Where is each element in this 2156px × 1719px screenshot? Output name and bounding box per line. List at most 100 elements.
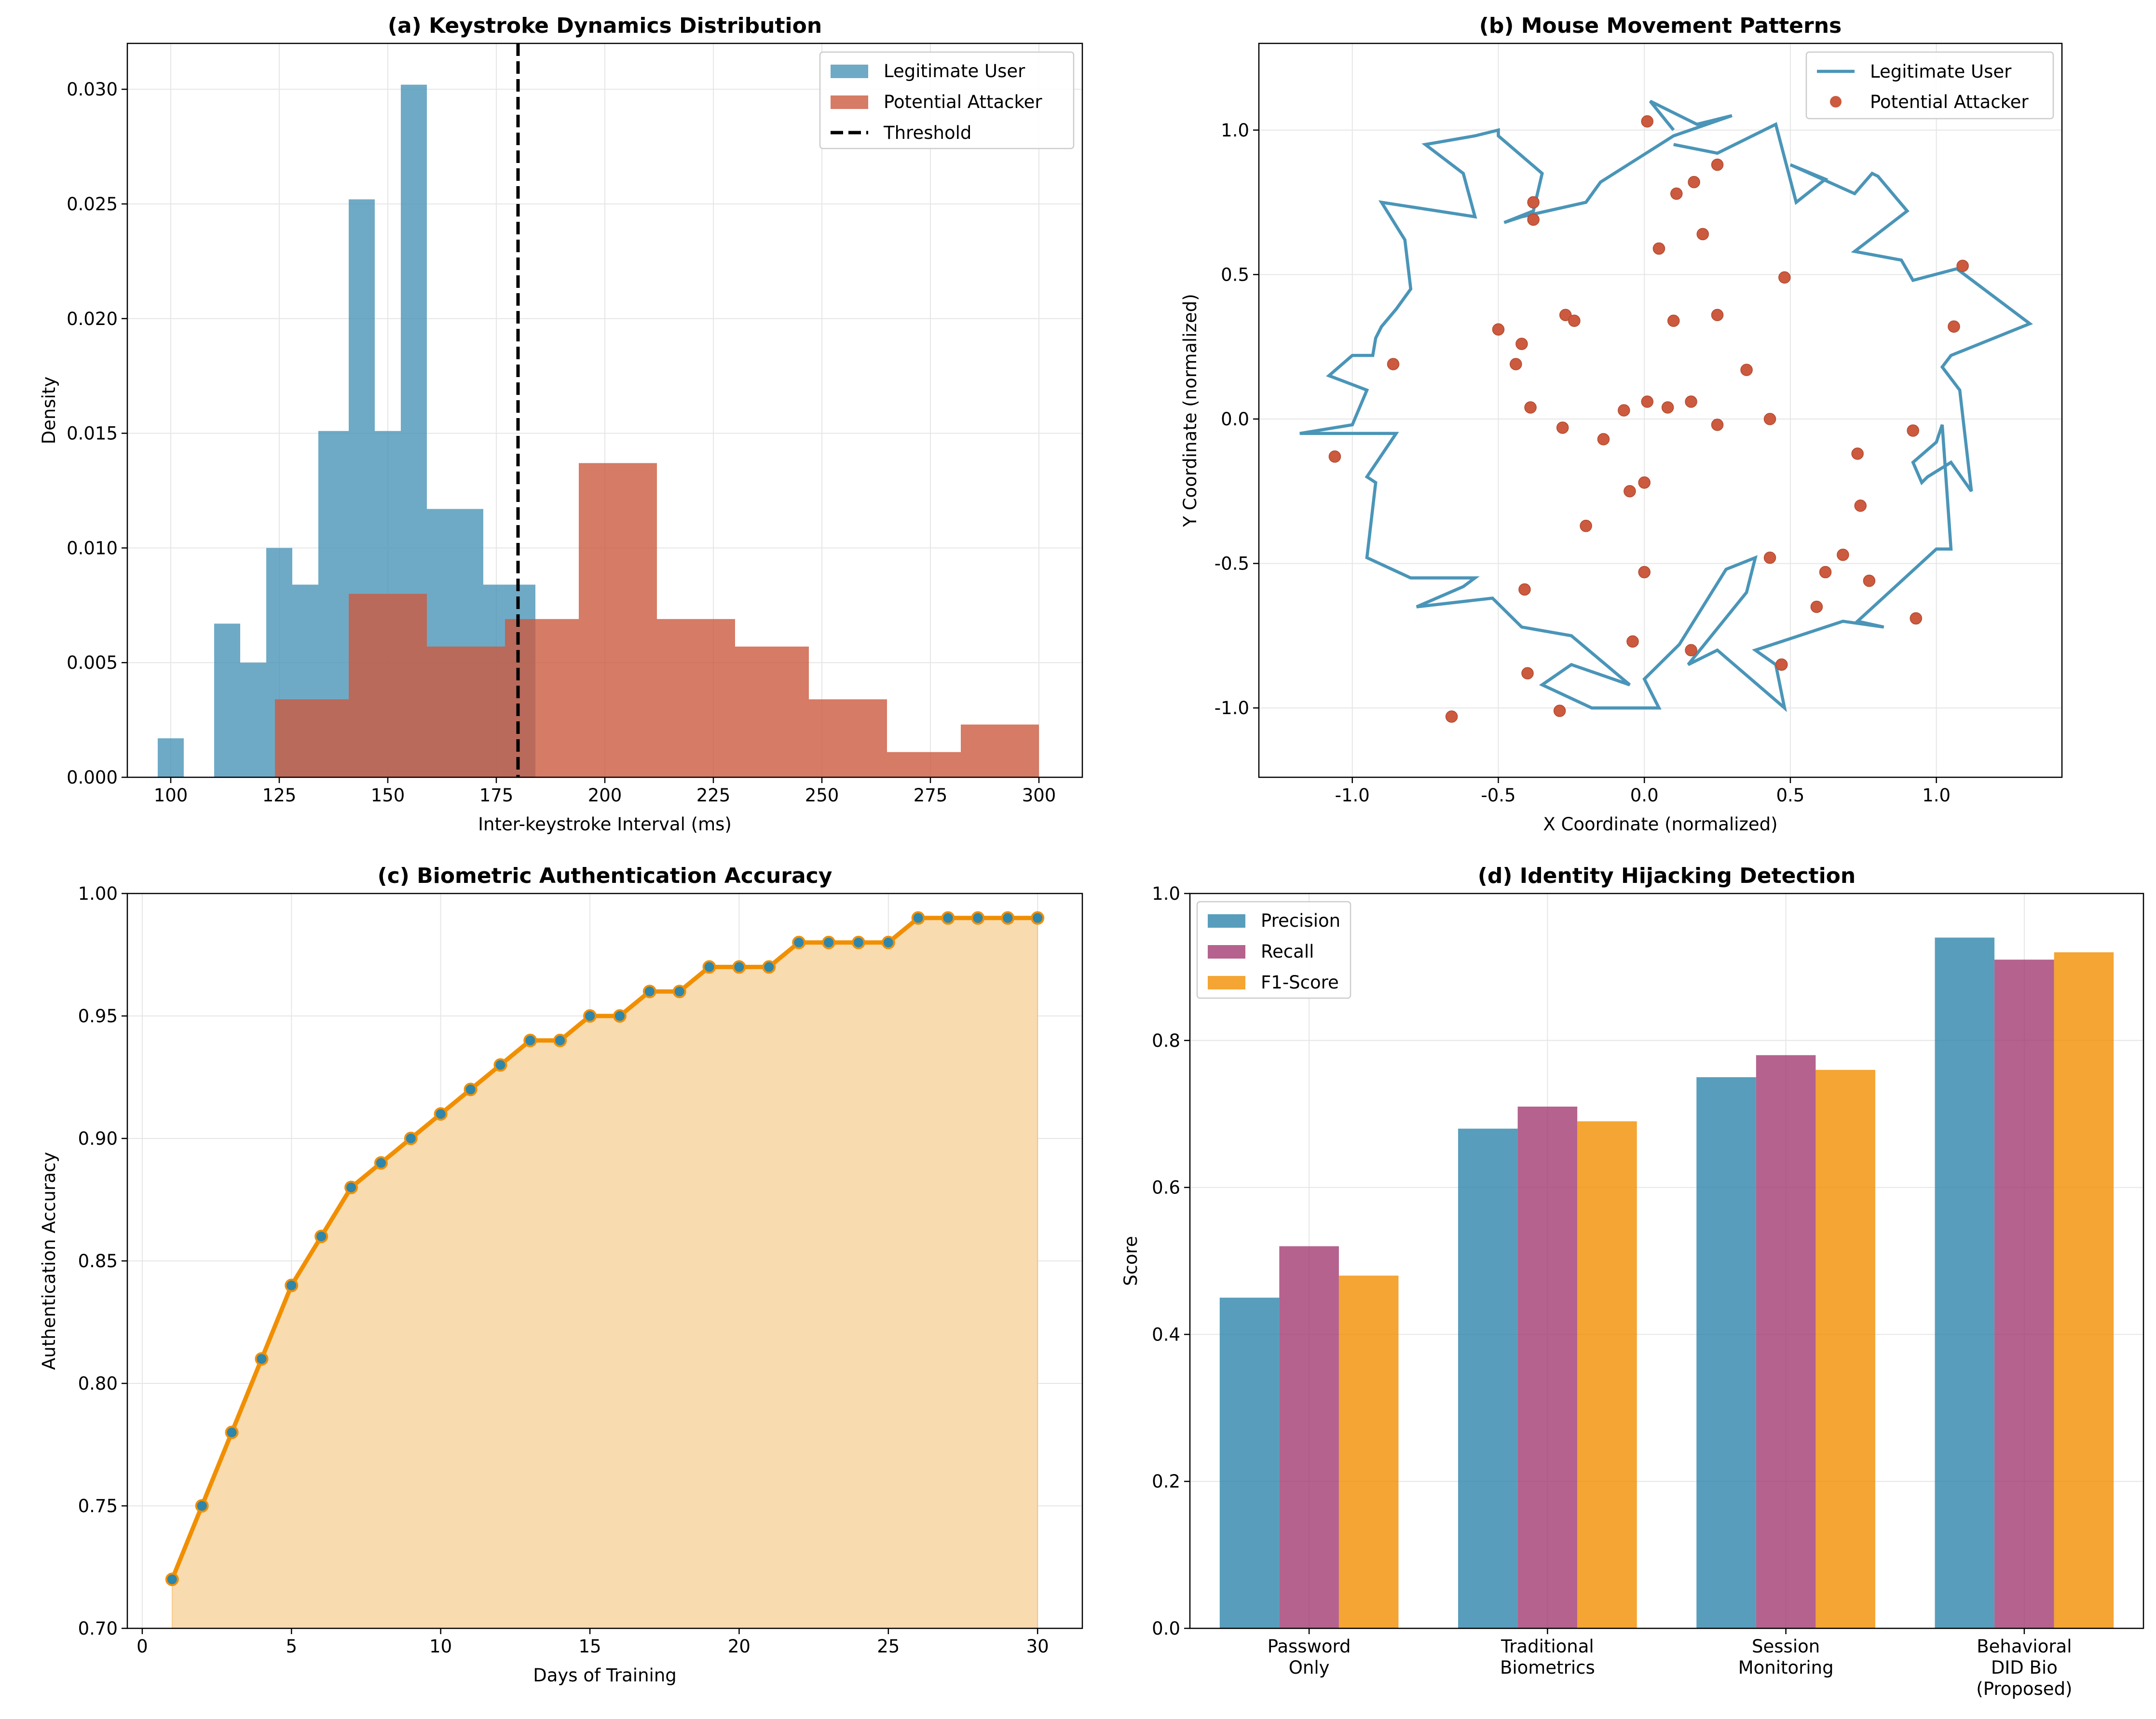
x-tick-label: Password Only [1268, 1636, 1351, 1678]
attacker-point [1956, 259, 1969, 272]
accuracy-point [195, 1499, 209, 1513]
accuracy-point [822, 935, 836, 949]
attacker-bar [961, 724, 1039, 777]
x-tick-label: 5 [286, 1636, 298, 1657]
x-tick-label: 300 [1022, 785, 1056, 806]
attacker-point [1624, 485, 1636, 498]
x-tick-label: -1.0 [1335, 785, 1370, 806]
x-tick-label-line: Session [1752, 1636, 1820, 1657]
accuracy-point [1031, 911, 1045, 925]
legend-label: Legitimate User [1870, 61, 2012, 82]
y-tick-label: 0.6 [1152, 1178, 1180, 1198]
y-tick-label: 0.025 [67, 194, 118, 215]
attacker-point [1641, 115, 1654, 128]
accuracy-point [732, 960, 746, 974]
x-axis-label: Inter-keystroke Interval (ms) [478, 814, 732, 835]
legend-swatch [1208, 914, 1245, 928]
accuracy-area [171, 917, 1038, 1629]
attacker-point [1740, 364, 1753, 376]
x-axis-label: X Coordinate (normalized) [1543, 814, 1777, 835]
attacker-point [1837, 548, 1849, 561]
accuracy-point [404, 1132, 418, 1145]
attacker-point [1597, 433, 1610, 446]
legit-mouse-path [1299, 99, 2033, 712]
attacker-point [1652, 242, 1665, 255]
x-tick-label: Behavioral DID Bio (Proposed) [1976, 1636, 2072, 1699]
y-tick-label: 0.000 [67, 767, 118, 788]
y-tick-label: 0.2 [1152, 1471, 1180, 1492]
attacker-point [1510, 358, 1522, 370]
attacker-point [1638, 566, 1651, 579]
legend-swatch [1208, 945, 1245, 959]
attacker-point [1618, 404, 1630, 417]
attacker-point [1521, 667, 1534, 680]
ticks: Password Only Traditional Biometrics Session… [1152, 883, 2072, 1699]
attacker-point [1685, 644, 1697, 657]
attacker-bar [579, 463, 657, 777]
y-tick-label: 0.95 [78, 1006, 118, 1027]
x-tick-label: 175 [479, 785, 514, 806]
x-tick-label: 125 [262, 785, 297, 806]
y-tick-label: 0.015 [67, 423, 118, 444]
attacker-point [1445, 710, 1458, 723]
accuracy-point [344, 1180, 358, 1194]
accuracy-point [762, 960, 776, 974]
histogram-bars [158, 84, 1039, 777]
attacker-point [1907, 424, 1919, 437]
y-tick-label: 1.00 [78, 883, 118, 904]
accuracy-point [881, 935, 895, 949]
attacker-point [1696, 228, 1709, 241]
accuracy-point [434, 1107, 448, 1121]
accuracy-point [374, 1156, 388, 1170]
panel-title: (a) Keystroke Dynamics Distribution [388, 14, 822, 38]
y-tick-label: 0.010 [67, 538, 118, 558]
attacker-point [1851, 447, 1864, 460]
x-tick-label-line: Behavioral [1977, 1636, 2072, 1657]
axes-frame [1258, 42, 2063, 778]
attacker-bar [505, 619, 579, 777]
attacker-point [1518, 583, 1531, 596]
precision-bar [1696, 1077, 1756, 1628]
y-tick-label: 0.020 [67, 309, 118, 329]
panel-title: (d) Identity Hijacking Detection [1478, 864, 1856, 888]
x-tick-label-line: (Proposed) [1976, 1678, 2072, 1699]
legend-swatch-attacker [1830, 96, 1842, 108]
legend-swatch [1208, 976, 1245, 989]
accuracy-point [523, 1033, 537, 1047]
f1-score-bar [1577, 1121, 1637, 1628]
y-tick-label: 0.85 [78, 1251, 118, 1272]
accuracy-point [314, 1230, 328, 1244]
attacker-point [1667, 314, 1680, 327]
attacker-point [1711, 419, 1724, 431]
attacker-points [1328, 115, 1969, 723]
attacker-bar [887, 752, 961, 777]
x-tick-label-line: Only [1289, 1657, 1330, 1678]
panel-d-detection: Password Only Traditional Biometrics Session… [1120, 864, 2144, 1699]
legend-swatch-attacker [831, 95, 868, 109]
attacker-point [1688, 176, 1700, 189]
x-tick-label: 225 [696, 785, 731, 806]
accuracy-point [553, 1033, 567, 1047]
accuracy-point [642, 985, 656, 999]
legend-box [1805, 51, 2054, 120]
accuracy-point [1001, 911, 1015, 925]
legend: Legitimate User Potential Attacker [1805, 51, 2054, 120]
y-axis-label: Authentication Accuracy [39, 1152, 59, 1370]
y-tick-label: 0.5 [1221, 264, 1249, 285]
legend-box [819, 51, 1075, 149]
attacker-bar [657, 619, 735, 777]
attacker-point [1626, 635, 1639, 648]
attacker-point [1711, 158, 1724, 171]
x-tick-label: 20 [728, 1636, 751, 1657]
grid-lines [1259, 43, 2062, 777]
legend-label: Potential Attacker [1870, 92, 2029, 112]
accuracy-point [583, 1009, 597, 1023]
y-tick-label: 0.030 [67, 79, 118, 100]
attacker-point [1580, 519, 1592, 532]
y-axis-label: Score [1120, 1236, 1141, 1286]
y-tick-label: 0.0 [1152, 1618, 1180, 1639]
attacker-point [1778, 271, 1791, 284]
y-tick-label: 0.8 [1152, 1030, 1180, 1051]
x-tick-label-line: Biometrics [1500, 1657, 1595, 1678]
